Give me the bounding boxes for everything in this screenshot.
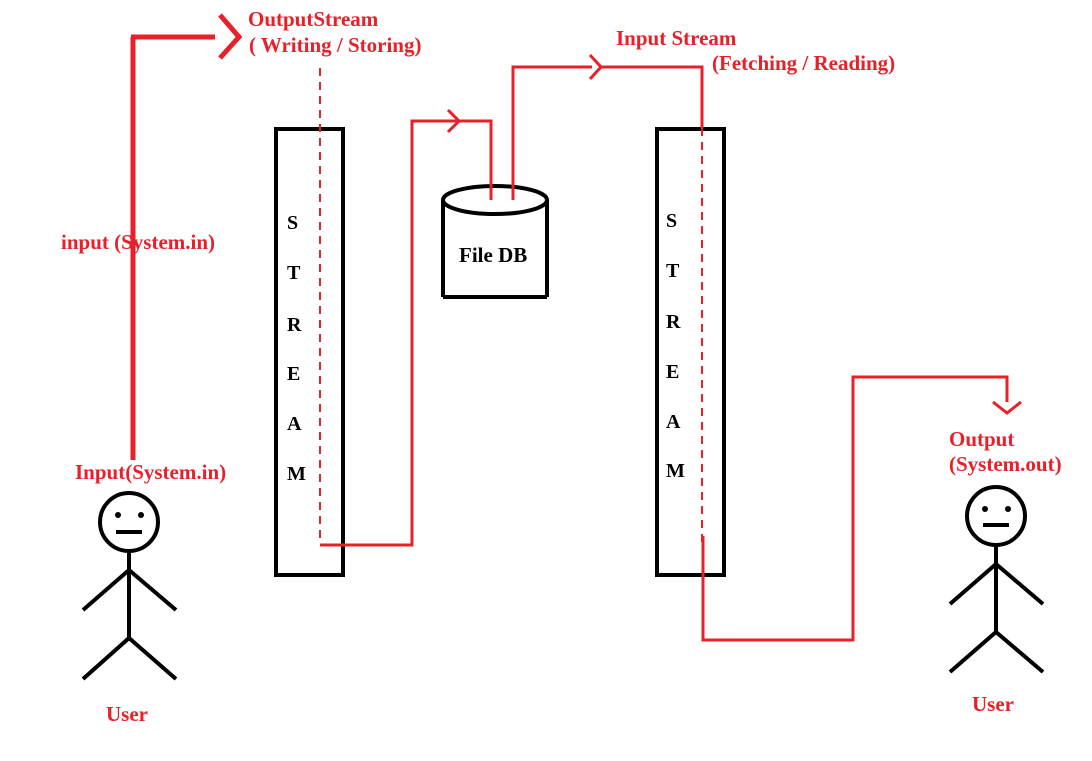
input-flow-path bbox=[130, 13, 243, 460]
stream-box-right bbox=[655, 127, 726, 577]
input-flow-label: input (System.in) bbox=[61, 230, 215, 254]
input-stream-title: Input Stream bbox=[616, 26, 737, 50]
output-title: Output bbox=[949, 427, 1014, 451]
stream-right-letter: M bbox=[666, 460, 685, 482]
output-stream-title: OutputStream bbox=[248, 7, 379, 31]
output-arrow-chevron-icon bbox=[992, 400, 1022, 415]
output-subtitle: (System.out) bbox=[949, 452, 1062, 476]
stream-left-letter: S bbox=[287, 212, 298, 234]
stream-right-letter: S bbox=[666, 210, 677, 232]
stream-right-letter: R bbox=[666, 311, 681, 333]
stream-right-letter: A bbox=[666, 411, 681, 433]
file-db-cylinder-icon bbox=[441, 184, 549, 299]
user-left-figure bbox=[81, 491, 178, 681]
stream-box-left bbox=[274, 127, 345, 577]
user-left-head-icon bbox=[98, 491, 160, 553]
output-stream-subtitle: ( Writing / Storing) bbox=[249, 33, 421, 57]
stream-right-letters: S T R E A M bbox=[666, 210, 685, 482]
input-arrow-chevron-icon bbox=[218, 13, 243, 60]
input-stream-subtitle: (Fetching / Reading) bbox=[712, 51, 895, 75]
stream-left-letter: T bbox=[287, 262, 301, 284]
input-user-label: Input(System.in) bbox=[75, 460, 226, 484]
user-left-label: User bbox=[106, 702, 148, 726]
stream-left-letter: A bbox=[287, 413, 302, 435]
stream-left-letter: R bbox=[287, 314, 302, 336]
file-db-label: File DB bbox=[459, 243, 527, 267]
output-flow-path bbox=[701, 375, 1022, 642]
stream-right-letter: E bbox=[666, 361, 679, 383]
write-to-db-path bbox=[320, 108, 493, 547]
user-right-head-icon bbox=[965, 485, 1027, 547]
user-right-label: User bbox=[972, 692, 1014, 716]
user-right-figure bbox=[948, 485, 1045, 674]
stream-left-letters: S T R E A M bbox=[287, 212, 306, 485]
read-from-db-path bbox=[511, 53, 704, 200]
stream-left-letter: M bbox=[287, 463, 306, 485]
stream-right-letter: T bbox=[666, 260, 680, 282]
stream-left-letter: E bbox=[287, 363, 300, 385]
